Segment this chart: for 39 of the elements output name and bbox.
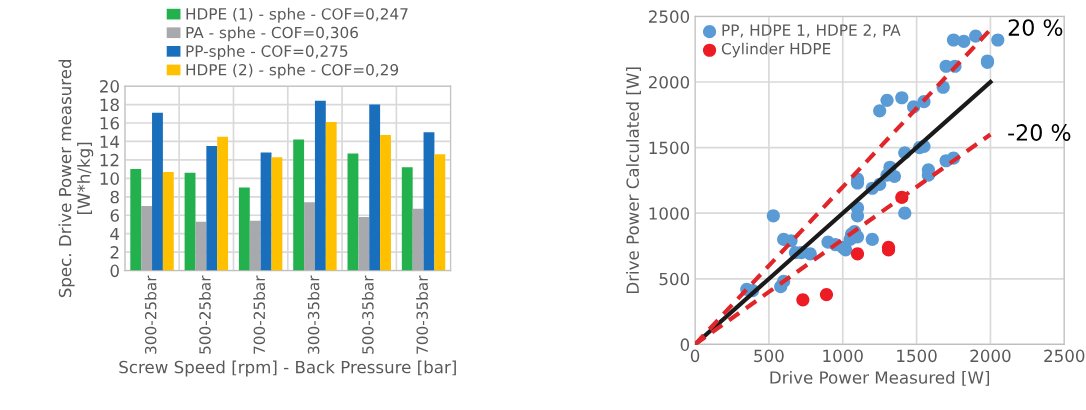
y-tick-label: 20 [100,80,119,93]
x-tick-label: 1000 [823,349,863,363]
x-tick-label: 500-35bar [361,275,374,354]
y-tick-label: 4 [110,227,120,241]
y-tick-label: 2500 [648,10,690,23]
y-tick-label: 1500 [649,141,690,155]
y-tick-label: 18 [100,98,119,112]
x-tick-label: 500 [754,349,784,363]
y-axis-title: Spec. Drive Power measured [W*h/kg] [58,59,94,298]
y-tick-label: 10 [100,172,119,185]
y-tick-label: 2000 [648,75,690,89]
x-tick-label: 700-35bar [416,275,428,354]
legend-label: PA - sphe - COF=0,306 [186,26,358,42]
y-tick-label: 2 [110,246,119,259]
y-axis-title: Drive Power Calculated [W] [626,67,641,294]
y-tick-label: 6 [110,209,119,222]
x-tick-label: 300-35bar [307,275,320,354]
legend-label: Cylinder HDPE [721,42,831,58]
y-tick-label: 1000 [649,207,690,220]
y-tick-label: 16 [100,116,119,130]
legend-label: HDPE (2) - sphe - COF=0,29 [186,63,399,79]
x-tick-label: 300-25bar [144,275,157,354]
y-tick-label: 8 [110,190,119,204]
x-tick-label: 2000 [970,349,1011,363]
annotation: 20 % [1008,19,1063,36]
x-tick-label: 500-25bar [198,275,211,354]
legend-label: HDPE (1) - sphe - COF=0,247 [186,7,408,23]
x-tick-label: 700-25bar [253,275,266,354]
annotation: -20 % [1008,124,1071,141]
x-axis-title: Screw Speed [rpm] - Back Pressure [bar] [119,360,456,377]
x-axis-title: Drive Power Measured [W] [770,370,990,386]
x-tick-label: 2500 [1044,349,1085,363]
legend-label: PP-sphe - COF=0,275 [186,45,348,60]
legend-label: PP, HDPE 1, HDPE 2, PA [722,24,901,38]
x-tick-label: 1500 [897,349,937,363]
x-tick-label: 0 [690,349,700,363]
y-tick-label: 14 [100,135,120,148]
y-tick-label: 12 [100,153,119,167]
y-tick-label: 0 [110,264,119,278]
